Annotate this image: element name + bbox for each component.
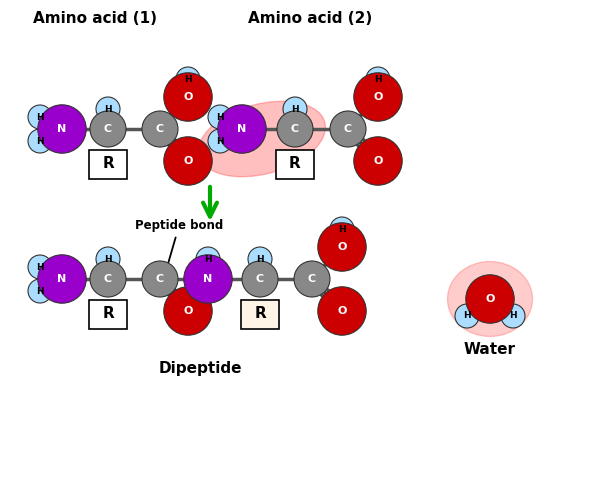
Text: Water: Water — [464, 342, 516, 357]
Circle shape — [196, 247, 220, 271]
Circle shape — [218, 105, 266, 153]
Circle shape — [455, 304, 479, 328]
Circle shape — [28, 255, 52, 279]
Circle shape — [330, 111, 366, 147]
Text: C: C — [344, 124, 352, 134]
Text: H: H — [204, 255, 212, 263]
Circle shape — [28, 279, 52, 303]
Circle shape — [96, 97, 120, 121]
Text: H: H — [104, 105, 112, 114]
Circle shape — [248, 247, 272, 271]
Text: H: H — [374, 75, 382, 84]
Ellipse shape — [185, 257, 230, 302]
Circle shape — [330, 217, 354, 241]
Text: C: C — [156, 274, 164, 284]
Text: O: O — [337, 242, 347, 252]
Text: H: H — [36, 287, 44, 296]
Circle shape — [283, 97, 307, 121]
Circle shape — [96, 247, 120, 271]
Text: Peptide bond: Peptide bond — [135, 219, 223, 276]
Circle shape — [366, 67, 390, 91]
Text: R: R — [289, 156, 301, 171]
FancyBboxPatch shape — [241, 300, 279, 329]
Circle shape — [142, 261, 178, 297]
FancyBboxPatch shape — [89, 300, 127, 329]
Text: C: C — [308, 274, 316, 284]
Text: C: C — [256, 274, 264, 284]
Circle shape — [28, 105, 52, 129]
Circle shape — [501, 304, 525, 328]
Circle shape — [38, 105, 86, 153]
Text: H: H — [36, 112, 44, 121]
Text: O: O — [184, 92, 192, 102]
Text: H: H — [256, 255, 264, 263]
Text: Dipeptide: Dipeptide — [158, 362, 242, 377]
Circle shape — [466, 275, 514, 323]
Circle shape — [164, 137, 212, 185]
Circle shape — [208, 105, 232, 129]
Text: H: H — [216, 136, 224, 146]
Text: H: H — [36, 262, 44, 272]
FancyBboxPatch shape — [89, 150, 127, 179]
Text: N: N — [204, 274, 213, 284]
Circle shape — [164, 287, 212, 335]
Text: R: R — [254, 306, 266, 321]
Text: O: O — [485, 294, 495, 304]
Text: O: O — [337, 306, 347, 316]
Text: O: O — [184, 156, 192, 166]
Text: C: C — [104, 124, 112, 134]
Text: C: C — [291, 124, 299, 134]
Text: H: H — [104, 255, 112, 263]
Text: C: C — [104, 274, 112, 284]
Circle shape — [318, 223, 366, 271]
Circle shape — [28, 129, 52, 153]
Text: C: C — [156, 124, 164, 134]
Text: O: O — [184, 306, 192, 316]
Circle shape — [164, 73, 212, 121]
Text: H: H — [36, 136, 44, 146]
Text: H: H — [509, 312, 517, 320]
Text: R: R — [102, 156, 114, 171]
Circle shape — [277, 111, 313, 147]
Text: Amino acid (2): Amino acid (2) — [248, 12, 372, 27]
Circle shape — [90, 261, 126, 297]
Text: H: H — [338, 225, 346, 233]
Circle shape — [208, 129, 232, 153]
Text: N: N — [57, 124, 67, 134]
Circle shape — [354, 73, 402, 121]
Circle shape — [90, 111, 126, 147]
Ellipse shape — [448, 261, 532, 336]
Text: H: H — [216, 112, 224, 121]
Text: Amino acid (1): Amino acid (1) — [33, 12, 157, 27]
FancyBboxPatch shape — [276, 150, 314, 179]
Circle shape — [318, 287, 366, 335]
Circle shape — [242, 261, 278, 297]
Text: O: O — [374, 92, 382, 102]
Text: O: O — [374, 156, 382, 166]
Text: N: N — [237, 124, 247, 134]
Text: N: N — [57, 274, 67, 284]
Text: H: H — [463, 312, 471, 320]
Text: H: H — [184, 75, 192, 84]
Circle shape — [354, 137, 402, 185]
Circle shape — [142, 111, 178, 147]
Text: R: R — [102, 306, 114, 321]
Circle shape — [184, 255, 232, 303]
Ellipse shape — [198, 101, 326, 177]
Text: H: H — [291, 105, 299, 114]
Circle shape — [176, 67, 200, 91]
Circle shape — [38, 255, 86, 303]
Circle shape — [294, 261, 330, 297]
